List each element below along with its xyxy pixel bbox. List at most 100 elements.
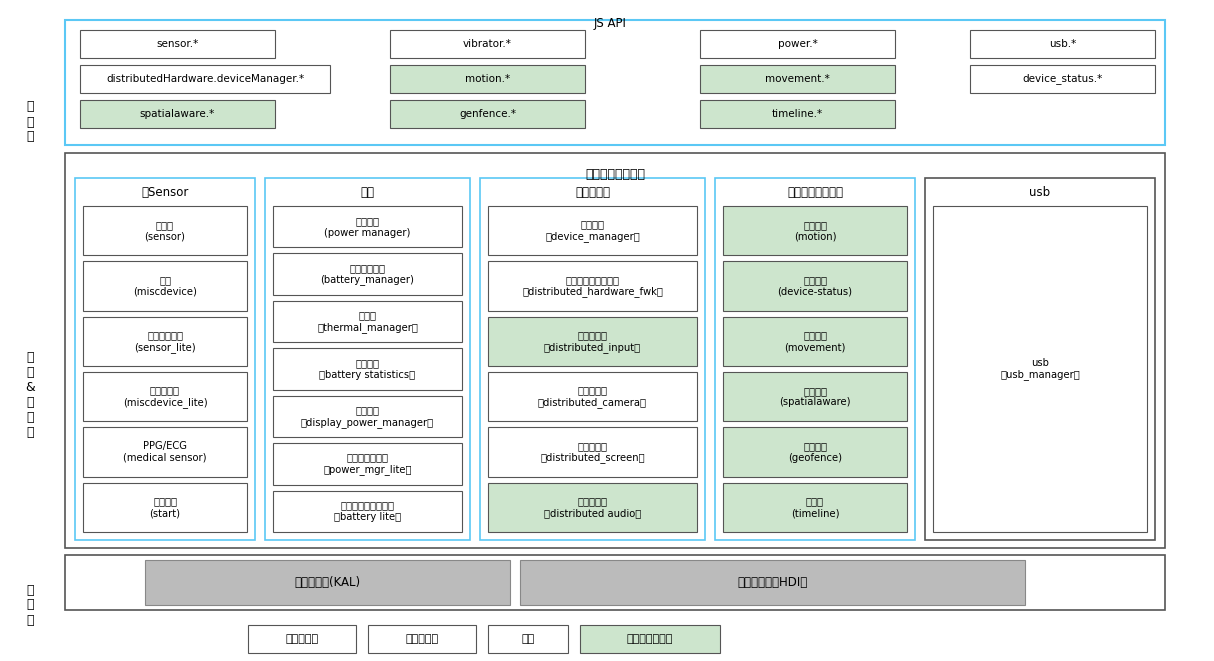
Bar	[970, 65, 1155, 93]
Bar	[83, 427, 246, 477]
Text: usb
（usb_manager）: usb （usb_manager）	[1000, 358, 1080, 380]
Text: JS API: JS API	[594, 17, 626, 30]
Bar	[724, 372, 907, 421]
Bar	[715, 178, 915, 540]
Bar	[390, 30, 585, 58]
Bar	[265, 178, 470, 540]
Bar	[273, 348, 463, 390]
Text: 设备管理
（device_manager）: 设备管理 （device_manager）	[545, 219, 640, 242]
Text: 时间线
(timeline): 时间线 (timeline)	[790, 496, 839, 518]
Text: motion.*: motion.*	[465, 74, 510, 84]
Text: 分布式音频
（distributed audio）: 分布式音频 （distributed audio）	[544, 496, 641, 518]
Text: 马达
(miscdevice): 马达 (miscdevice)	[134, 275, 197, 297]
Text: 子系统部件: 子系统部件	[405, 634, 438, 644]
Text: movement.*: movement.*	[765, 74, 830, 84]
Text: 泛Sensor: 泛Sensor	[141, 186, 188, 200]
Text: 空间感知
(spatialaware): 空间感知 (spatialaware)	[779, 386, 851, 407]
Bar	[480, 178, 705, 540]
Bar	[248, 625, 356, 653]
Text: 依赖的关键部件: 依赖的关键部件	[626, 634, 674, 644]
Text: 分布式硬件管理框架
（distributed_hardware_fwk）: 分布式硬件管理框架 （distributed_hardware_fwk）	[522, 275, 663, 297]
Bar	[925, 178, 1155, 540]
Text: 分布式硬件子系统: 分布式硬件子系统	[585, 167, 645, 180]
Text: 分布式相机
（distributed_camera）: 分布式相机 （distributed_camera）	[538, 385, 647, 408]
Bar	[724, 206, 907, 255]
Text: 电源: 电源	[361, 186, 374, 200]
Bar	[80, 30, 276, 58]
Bar	[488, 625, 568, 653]
Text: 进程启动
(start): 进程启动 (start)	[149, 496, 181, 518]
Text: 设备状态
(device-status): 设备状态 (device-status)	[777, 275, 852, 297]
Bar	[273, 301, 463, 342]
Bar	[488, 317, 697, 366]
Text: spatialaware.*: spatialaware.*	[140, 109, 215, 119]
Bar	[368, 625, 476, 653]
Text: 耗电排行
（battery statistics）: 耗电排行 （battery statistics）	[319, 358, 415, 380]
Bar	[273, 443, 463, 485]
Text: 接
口
层: 接 口 层	[27, 100, 34, 143]
Bar	[390, 100, 585, 128]
Bar	[934, 206, 1147, 532]
Bar	[66, 20, 1165, 145]
Bar	[273, 253, 463, 295]
Bar	[520, 560, 1025, 605]
Text: 移动感知
(movement): 移动感知 (movement)	[784, 330, 846, 352]
Text: usb: usb	[1029, 186, 1050, 200]
Text: 分布式屏幕
（distributed_screen）: 分布式屏幕 （distributed_screen）	[540, 441, 645, 463]
Text: 框
架
&
服
务
层: 框 架 & 服 务 层	[25, 351, 35, 439]
Bar	[724, 427, 907, 477]
Text: 内核子系统(KAL): 内核子系统(KAL)	[295, 576, 361, 589]
Text: 内
核
层: 内 核 层	[27, 584, 34, 627]
Text: 轻量化传感器
(sensor_lite): 轻量化传感器 (sensor_lite)	[135, 330, 195, 352]
Bar	[700, 30, 895, 58]
Bar	[700, 65, 895, 93]
Bar	[144, 560, 510, 605]
Bar	[724, 261, 907, 311]
Text: 地理围栏
(geofence): 地理围栏 (geofence)	[788, 441, 843, 463]
Bar	[83, 317, 246, 366]
Bar	[390, 65, 585, 93]
Bar	[80, 65, 330, 93]
Text: sensor.*: sensor.*	[157, 39, 199, 49]
Bar	[724, 317, 907, 366]
Bar	[488, 427, 697, 477]
Bar	[273, 206, 463, 247]
Bar	[75, 178, 255, 540]
Bar	[488, 483, 697, 532]
Bar	[83, 483, 246, 532]
Bar	[83, 206, 246, 255]
Text: 轻量化马达
(miscdevice_lite): 轻量化马达 (miscdevice_lite)	[123, 385, 208, 408]
Bar	[580, 625, 720, 653]
Text: 模块: 模块	[521, 634, 534, 644]
Text: 热管理
（thermal_manager）: 热管理 （thermal_manager）	[317, 310, 418, 333]
Bar	[66, 555, 1165, 610]
Bar	[273, 396, 463, 437]
Text: power.*: power.*	[778, 39, 817, 49]
Text: 手势感知
(motion): 手势感知 (motion)	[794, 220, 836, 241]
Text: 轻量化电源管理
（power_mgr_lite）: 轻量化电源管理 （power_mgr_lite）	[323, 453, 412, 475]
Text: 分布式输入
（distributed_input）: 分布式输入 （distributed_input）	[544, 330, 641, 352]
Text: 驱动子系统（HDI）: 驱动子系统（HDI）	[737, 576, 807, 589]
Text: vibrator.*: vibrator.*	[463, 39, 512, 49]
Text: 待孵化部件: 待孵化部件	[285, 634, 318, 644]
Text: 显示管理
（display_power_manager）: 显示管理 （display_power_manager）	[301, 405, 435, 428]
Bar	[488, 261, 697, 311]
Bar	[83, 261, 246, 311]
Bar	[83, 372, 246, 421]
Text: 分布式硬件: 分布式硬件	[575, 186, 609, 200]
Bar	[700, 100, 895, 128]
Text: 电源管理
(power manager): 电源管理 (power manager)	[324, 216, 410, 237]
Text: 综合传感处理平台: 综合传感处理平台	[787, 186, 843, 200]
Text: 轻量化电池管理服务
（battery lite）: 轻量化电池管理服务 （battery lite）	[334, 500, 401, 522]
Bar	[66, 153, 1165, 548]
Bar	[488, 206, 697, 255]
Bar	[488, 372, 697, 421]
Text: genfence.*: genfence.*	[459, 109, 516, 119]
Bar	[80, 100, 276, 128]
Text: timeline.*: timeline.*	[772, 109, 823, 119]
Text: device_status.*: device_status.*	[1022, 73, 1102, 85]
Text: 电池管理服务
(battery_manager): 电池管理服务 (battery_manager)	[320, 263, 414, 286]
Text: usb.*: usb.*	[1049, 39, 1076, 49]
Text: PPG/ECG
(medical sensor): PPG/ECG (medical sensor)	[124, 441, 206, 463]
Bar	[724, 483, 907, 532]
